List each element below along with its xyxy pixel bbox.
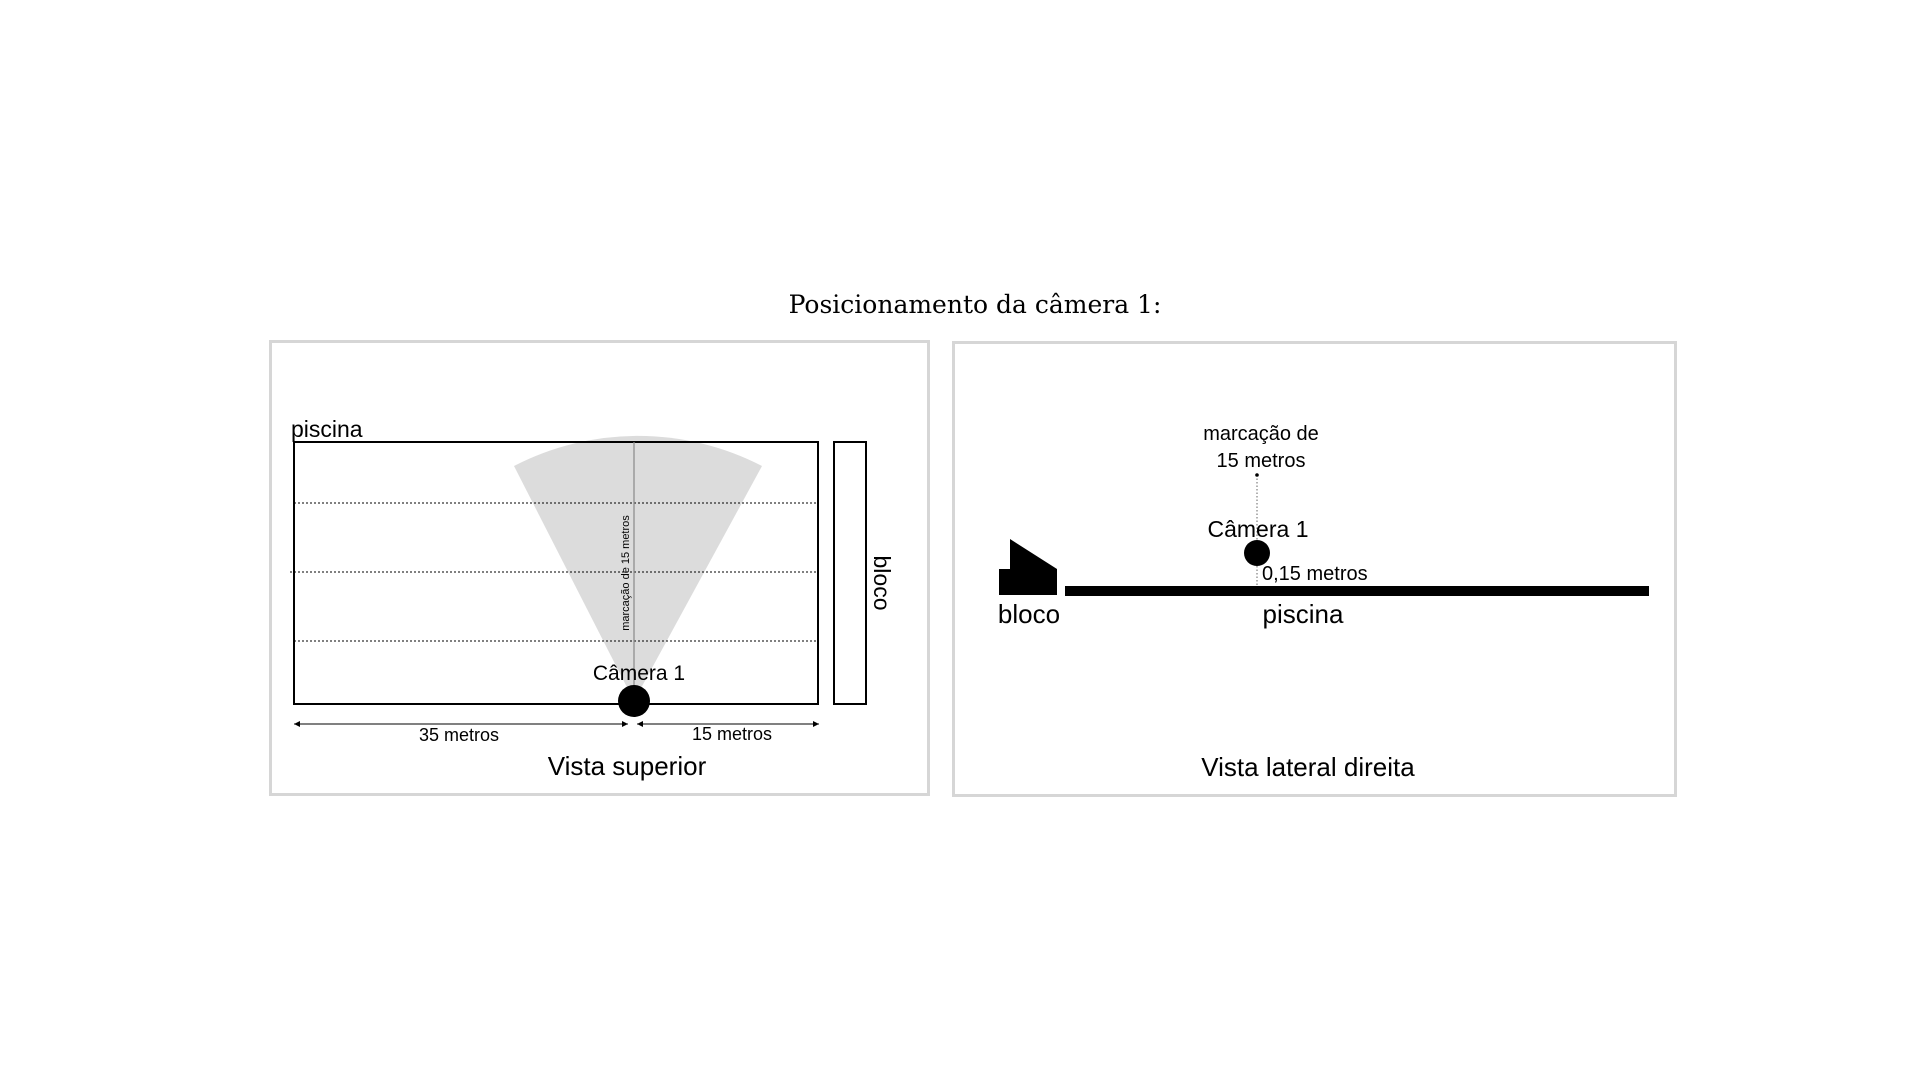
- view-caption: Vista lateral direita: [1201, 752, 1415, 782]
- view-caption: Vista superior: [548, 751, 707, 781]
- camera-label: Câmera 1: [1208, 516, 1309, 542]
- camera-icon: [1244, 540, 1270, 566]
- arrow-head-icon: [637, 721, 643, 727]
- diagram-title: Posicionamento da câmera 1:: [788, 290, 1162, 319]
- side-view-diagram: marcação de 15 metros Câmera 1 0,15 metr…: [998, 423, 1649, 782]
- camera-label: Câmera 1: [593, 662, 685, 685]
- dimension-left-label: 35 metros: [419, 725, 499, 745]
- marker-point: [1255, 473, 1259, 477]
- arrow-head-icon: [294, 721, 300, 727]
- arrow-head-icon: [622, 721, 628, 727]
- camera-icon: [618, 685, 650, 717]
- marker-label-line1: marcação de: [1203, 423, 1319, 445]
- pool-surface-line: [1065, 586, 1649, 596]
- dimension-right-label: 15 metros: [692, 724, 772, 744]
- top-view-panel: marcação de 15 metros bloco piscina Câme…: [269, 340, 930, 796]
- pool-label: piscina: [291, 416, 363, 442]
- starting-block-icon: [999, 539, 1057, 595]
- side-view-panel: marcação de 15 metros Câmera 1 0,15 metr…: [952, 341, 1677, 797]
- arrow-head-icon: [813, 721, 819, 727]
- pool-label: piscina: [1263, 599, 1344, 629]
- height-label: 0,15 metros: [1262, 563, 1368, 585]
- block-label: bloco: [869, 556, 895, 611]
- block-label: bloco: [998, 599, 1060, 629]
- top-view-diagram: marcação de 15 metros bloco piscina Câme…: [290, 416, 895, 781]
- marker-label-line2: 15 metros: [1217, 450, 1306, 472]
- marker-label: marcação de 15 metros: [620, 515, 632, 631]
- pool-outline: [293, 441, 819, 705]
- block-outline: [833, 441, 867, 705]
- camera-field-of-view: [514, 435, 762, 701]
